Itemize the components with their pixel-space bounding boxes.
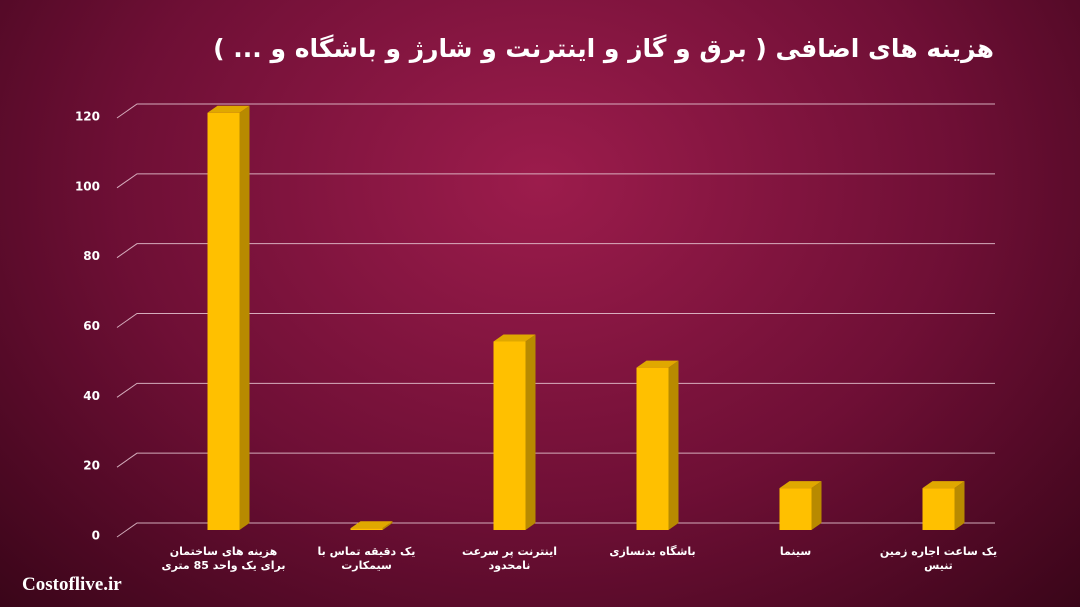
x-tick-label: یک ساعت اجاره زمین تنیس bbox=[879, 545, 998, 572]
grid-line bbox=[116, 382, 995, 398]
x-tick-label: باشگاه بدنسازی bbox=[609, 545, 696, 558]
chart-title: هزینه های اضافی ( برق و گاز و اینترنت و … bbox=[213, 34, 994, 63]
grid-line bbox=[116, 243, 995, 259]
y-tick-label: 0 bbox=[92, 529, 100, 543]
grid-line bbox=[116, 103, 995, 119]
grid-line bbox=[116, 522, 995, 538]
y-tick-label: 60 bbox=[83, 319, 100, 333]
y-tick-label: 100 bbox=[75, 179, 100, 193]
bar-top bbox=[493, 334, 536, 342]
grid-line bbox=[116, 173, 995, 189]
x-tick-label: اینترنت پر سرعت نامحدود bbox=[462, 545, 557, 572]
bar-side bbox=[954, 481, 965, 530]
watermark: Costoflive.ir bbox=[22, 574, 122, 595]
bar bbox=[493, 334, 536, 530]
bar-front bbox=[922, 488, 955, 530]
bar-top bbox=[922, 481, 965, 489]
bar-front bbox=[350, 528, 383, 530]
grid-line bbox=[116, 313, 995, 328]
x-tick-label: یک دقیقه تماس با سیمکارت bbox=[317, 545, 416, 572]
y-tick-label: 20 bbox=[83, 459, 100, 473]
bar bbox=[779, 481, 822, 530]
x-tick-label: سینما bbox=[779, 545, 812, 558]
bar bbox=[207, 105, 250, 530]
bar-top bbox=[207, 105, 250, 113]
y-tick-label: 120 bbox=[75, 110, 100, 124]
bar-side bbox=[525, 334, 536, 530]
bar bbox=[636, 360, 679, 530]
bar-side bbox=[239, 105, 250, 530]
bar-front bbox=[493, 341, 526, 530]
bar-front bbox=[636, 367, 669, 530]
bar-front bbox=[207, 112, 240, 530]
bar-side bbox=[811, 481, 822, 530]
bar bbox=[350, 521, 393, 530]
bar bbox=[922, 481, 965, 530]
bar-front bbox=[779, 488, 812, 530]
grid-line bbox=[116, 452, 995, 468]
bar-top bbox=[779, 481, 822, 489]
y-tick-label: 40 bbox=[83, 389, 100, 403]
x-tick-label: هزینه های ساختمان برای یک واحد 85 متری bbox=[161, 545, 286, 572]
bar-side bbox=[668, 360, 679, 530]
bar-top bbox=[350, 521, 393, 529]
bar-top bbox=[636, 360, 679, 368]
bar-side bbox=[382, 521, 393, 530]
y-tick-label: 80 bbox=[83, 249, 100, 263]
